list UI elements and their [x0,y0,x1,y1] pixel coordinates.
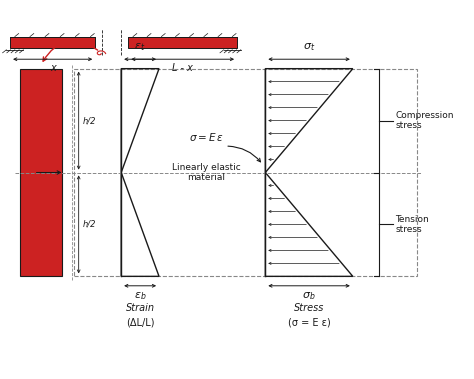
Text: x: x [50,63,55,73]
Text: Tension
stress: Tension stress [395,215,429,234]
Text: Linearly elastic
material: Linearly elastic material [172,163,241,182]
Text: (σ = E ε): (σ = E ε) [288,318,330,328]
Text: $\sigma = E\,\varepsilon$: $\sigma = E\,\varepsilon$ [189,131,224,143]
Text: $\sigma_t$: $\sigma_t$ [303,41,315,53]
Polygon shape [128,36,237,48]
FancyArrowPatch shape [43,41,98,61]
Text: Strain: Strain [126,303,155,313]
Text: h/2: h/2 [82,220,96,229]
Text: $\epsilon_t$: $\epsilon_t$ [135,41,146,53]
Text: Compression
stress: Compression stress [395,111,454,130]
Text: h/2: h/2 [82,116,96,125]
Text: L - x: L - x [172,63,193,73]
Text: $\epsilon_b$: $\epsilon_b$ [134,291,146,302]
Polygon shape [19,69,62,276]
Text: (ΔL/L): (ΔL/L) [126,318,155,328]
Text: Stress: Stress [294,303,324,313]
Polygon shape [10,36,95,48]
Text: $\sigma_b$: $\sigma_b$ [302,291,316,302]
FancyArrowPatch shape [228,146,261,162]
